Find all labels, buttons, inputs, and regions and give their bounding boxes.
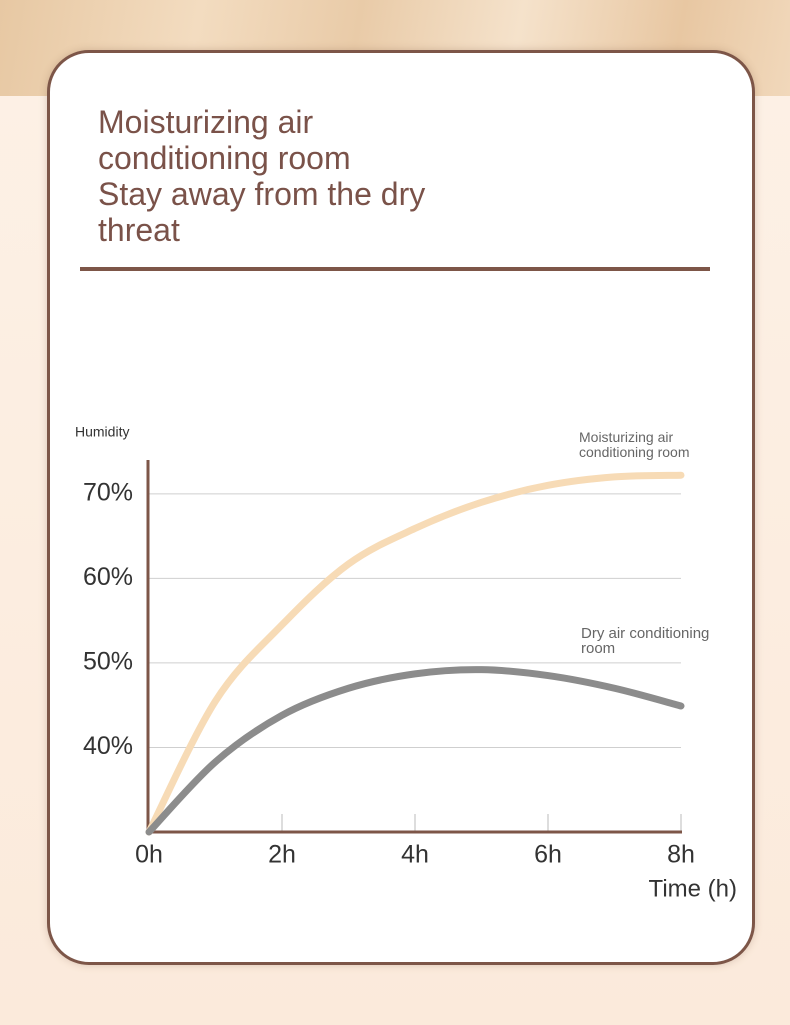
subtitle: Stay away from the dry threat <box>98 176 426 248</box>
y-tick-label: 50% <box>83 648 133 676</box>
y-tick-label: 70% <box>83 478 133 506</box>
x-tick-label: 6h <box>534 841 562 869</box>
x-tick-label: 0h <box>135 841 163 869</box>
x-tick-label: 2h <box>268 841 296 869</box>
legend-entry: Dry air conditioning room <box>581 625 710 657</box>
line-series <box>145 471 685 836</box>
legend-entry: Moisturizing air conditioning room <box>579 429 690 460</box>
line-series <box>145 666 685 836</box>
x-tick-label: 8h <box>667 841 695 869</box>
y-tick-label: 40% <box>83 732 133 760</box>
x-tick-label: 4h <box>401 841 429 869</box>
x-axis-label: Time (h) <box>649 875 737 902</box>
y-tick-label: 60% <box>83 563 133 591</box>
title: Moisturizing air conditioning room <box>98 104 351 176</box>
divider <box>80 267 710 271</box>
y-axis-label: Humidity <box>75 424 129 440</box>
